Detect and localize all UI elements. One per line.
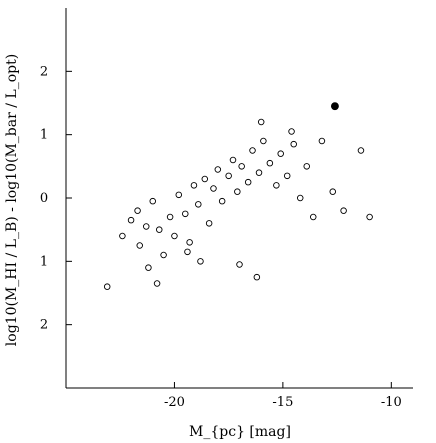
data-point — [214, 166, 222, 173]
data-point — [127, 216, 135, 224]
data-point — [255, 169, 263, 176]
data-point — [201, 175, 209, 183]
data-point — [171, 232, 178, 240]
data-point — [134, 207, 141, 214]
data-point — [210, 185, 217, 192]
data-point — [103, 283, 111, 290]
y-tick-label: 1 — [40, 128, 48, 143]
data-point — [283, 172, 291, 180]
data-point — [197, 258, 204, 265]
data-point — [136, 242, 143, 249]
data-point — [229, 156, 237, 164]
data-point — [145, 264, 152, 271]
data-point — [288, 128, 295, 135]
data-points — [103, 102, 373, 290]
data-point — [142, 223, 150, 230]
data-point — [175, 191, 183, 199]
x-tick-label: -20 — [164, 395, 185, 410]
data-point — [186, 239, 193, 246]
data-point — [277, 150, 284, 157]
data-point — [182, 210, 189, 218]
data-point — [119, 232, 126, 240]
data-point — [357, 147, 365, 154]
data-point — [329, 188, 337, 195]
data-point — [318, 137, 326, 145]
data-point — [160, 251, 167, 259]
highlighted-data-point — [330, 102, 339, 111]
y-tick-label: 0 — [40, 191, 48, 206]
x-tick-label: -15 — [272, 395, 293, 410]
data-point — [166, 213, 174, 221]
axis-ticks — [66, 70, 392, 388]
data-point — [236, 261, 243, 268]
y-tick-label: 2 — [40, 64, 48, 79]
data-point — [273, 182, 280, 189]
data-point — [260, 137, 267, 145]
y-tick-label: 1 — [40, 254, 48, 269]
data-point — [257, 118, 265, 126]
data-point — [253, 273, 261, 281]
data-point — [238, 163, 245, 170]
data-point — [218, 197, 226, 205]
x-axis-label: M_{pc} [mag] — [189, 424, 291, 440]
data-point — [234, 188, 241, 195]
data-point — [190, 182, 198, 189]
data-point — [244, 178, 252, 186]
plot-frame — [65, 8, 413, 389]
tick-labels: -20 -15 -10 2 1 0 1 2 — [40, 64, 402, 410]
data-point — [340, 207, 347, 214]
data-point — [149, 197, 156, 205]
data-point — [156, 226, 163, 233]
data-point — [303, 163, 310, 170]
x-tick-label: -10 — [381, 395, 402, 410]
data-point — [296, 194, 304, 202]
y-tick-label: 2 — [40, 318, 48, 333]
data-point — [290, 140, 297, 148]
data-point — [266, 159, 274, 167]
data-point — [205, 220, 213, 227]
data-point — [153, 280, 161, 287]
data-point — [249, 147, 256, 154]
data-point — [366, 213, 373, 221]
data-point — [309, 213, 317, 221]
data-point — [225, 172, 232, 180]
data-point — [195, 201, 202, 208]
y-axis-label: log10(M_HI / L_B) - log10(M_bar / L_opt) — [4, 54, 20, 346]
data-point — [184, 248, 191, 256]
